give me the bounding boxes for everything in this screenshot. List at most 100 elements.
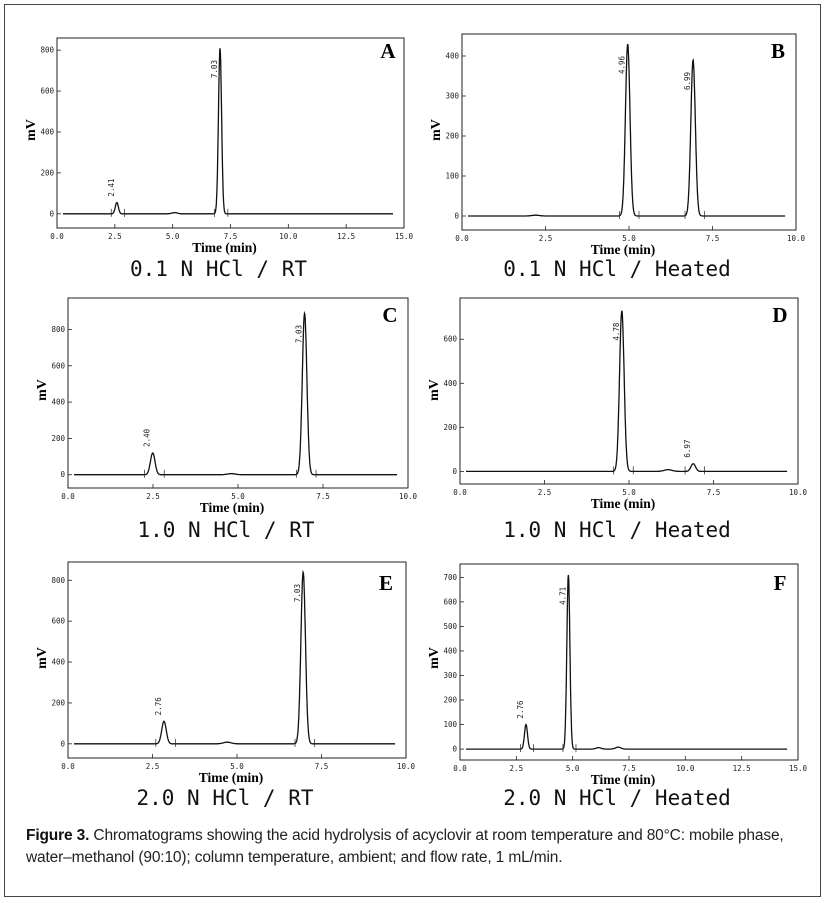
y-tick-label: 200: [51, 434, 65, 443]
x-tick-label: 2.5: [539, 234, 553, 243]
panel-condition-title: 1.0 N HCl / RT: [137, 518, 314, 542]
y-tick-label: 800: [51, 576, 65, 585]
chromatogram-trace: [466, 574, 788, 750]
x-tick-label: 5.0: [566, 764, 580, 773]
x-axis-label: Time (min): [199, 770, 264, 785]
chart-panel-b: 0 100 200 300 400 0.0 2.5 5.0 7.5 10.0 4.96 6.99 B Ti…: [429, 33, 806, 281]
retention-time-label: 2.76: [154, 697, 163, 716]
retention-time-label: 6.97: [683, 440, 692, 458]
y-axis-label: mV: [427, 647, 442, 669]
x-tick-label: 5.0: [230, 762, 244, 771]
figure-frame: [4, 4, 821, 897]
y-tick-label: 200: [445, 132, 459, 141]
y-tick-label: 500: [443, 622, 457, 631]
x-tick-label: 0.0: [453, 488, 467, 497]
x-tick-label: 10.0: [397, 762, 416, 771]
y-tick-label: 700: [443, 573, 457, 582]
retention-time-label: 7.03: [295, 325, 304, 343]
x-tick-label: 5.0: [231, 492, 245, 501]
x-tick-label: 12.5: [337, 232, 355, 241]
panel-condition-title: 2.0 N HCl / RT: [136, 786, 313, 810]
panel-letter: F: [774, 571, 787, 595]
x-tick-label: 0.0: [61, 762, 75, 771]
plot-frame: [459, 297, 799, 485]
x-tick-label: 7.5: [706, 234, 720, 243]
x-axis-label: Time (min): [591, 772, 656, 787]
y-tick-label: 600: [51, 617, 65, 626]
x-tick-label: 12.5: [733, 764, 751, 773]
y-tick-label: 100: [445, 172, 459, 181]
x-tick-label: 5.0: [166, 232, 180, 241]
x-tick-label: 5.0: [622, 488, 636, 497]
retention-time-label: 2.76: [516, 700, 525, 719]
x-tick-label: 0.0: [50, 232, 64, 241]
plot-frame: [67, 561, 407, 759]
y-tick-label: 300: [443, 671, 457, 680]
chromatogram-trace: [74, 310, 398, 476]
chart-panel-f: 0 100 200 300 400 500 600 700 0.0 2.5 5.0 7.5 10.0 12…: [427, 563, 808, 810]
x-axis-label: Time (min): [200, 500, 265, 515]
panel-letter: C: [382, 303, 397, 327]
y-tick-label: 600: [443, 597, 457, 606]
x-axis-label: Time (min): [591, 496, 656, 511]
y-tick-label: 800: [40, 46, 54, 55]
figure-caption: Figure 3. Chromatograms showing the acid…: [26, 825, 816, 869]
y-tick-label: 200: [40, 168, 54, 177]
retention-time-label: 7.03: [210, 60, 219, 78]
panel-condition-title: 2.0 N HCl / Heated: [503, 786, 731, 810]
x-tick-label: 5.0: [622, 234, 636, 243]
chart-panel-c: 0 200 400 600 800 0.0 2.5 5.0 7.5 10.0 2.40 7.03 C Ti…: [35, 297, 418, 542]
panel-condition-title: 0.1 N HCl / Heated: [503, 257, 731, 281]
y-tick-label: 0: [452, 467, 457, 476]
x-tick-label: 10.0: [787, 234, 806, 243]
y-tick-label: 200: [443, 423, 457, 432]
panel-letter: E: [379, 571, 393, 595]
retention-time-label: 6.99: [683, 72, 692, 90]
x-tick-label: 0.0: [455, 234, 469, 243]
x-tick-label: 7.5: [316, 492, 330, 501]
y-axis-label: mV: [35, 647, 50, 669]
panel-letter: B: [771, 39, 785, 63]
y-tick-label: 600: [443, 335, 457, 344]
x-tick-label: 2.5: [510, 764, 524, 773]
y-tick-label: 0: [60, 739, 65, 748]
chromatogram-trace: [468, 43, 786, 217]
y-axis-label: mV: [35, 379, 50, 401]
plot-frame: [56, 37, 405, 229]
retention-time-label: 4.78: [612, 322, 621, 341]
y-axis-label: mV: [429, 119, 444, 141]
y-tick-label: 400: [443, 379, 457, 388]
retention-time-label: 2.41: [107, 179, 116, 197]
y-tick-label: 200: [51, 698, 65, 707]
chart-panel-d: 0 200 400 600 0.0 2.5 5.0 7.5 10.0 4.78 6.97 D Time …: [427, 297, 808, 542]
retention-time-label: 2.40: [143, 428, 152, 447]
panel-condition-title: 0.1 N HCl / RT: [130, 257, 307, 281]
y-tick-label: 400: [51, 398, 65, 407]
chromatogram-trace: [466, 310, 788, 473]
caption-label: Figure 3.: [26, 827, 90, 844]
panel-letter: D: [772, 303, 787, 327]
y-tick-label: 0: [49, 209, 54, 218]
x-tick-label: 2.5: [146, 762, 160, 771]
x-tick-label: 10.0: [279, 232, 298, 241]
y-tick-label: 600: [40, 87, 54, 96]
x-tick-label: 15.0: [395, 232, 414, 241]
y-tick-label: 0: [452, 745, 457, 754]
y-tick-label: 300: [445, 92, 459, 101]
retention-time-label: 4.71: [558, 587, 567, 605]
plot-frame: [67, 297, 409, 489]
y-tick-label: 800: [51, 325, 65, 334]
y-axis-label: mV: [427, 379, 442, 401]
x-tick-label: 2.5: [108, 232, 122, 241]
x-axis-label: Time (min): [591, 242, 656, 257]
x-tick-label: 10.0: [789, 488, 808, 497]
y-tick-label: 400: [51, 658, 65, 667]
x-tick-label: 7.5: [315, 762, 329, 771]
x-axis-label: Time (min): [192, 240, 257, 255]
x-tick-label: 15.0: [789, 764, 808, 773]
x-tick-label: 2.5: [146, 492, 160, 501]
x-tick-label: 10.0: [399, 492, 418, 501]
chromatogram-figure: 0 200 400 600 800 0.0 2.5 5.0 7.5 10.0 12.5 15.0 2.4…: [24, 33, 808, 810]
x-tick-label: 7.5: [224, 232, 238, 241]
panel-letter: A: [380, 39, 396, 63]
